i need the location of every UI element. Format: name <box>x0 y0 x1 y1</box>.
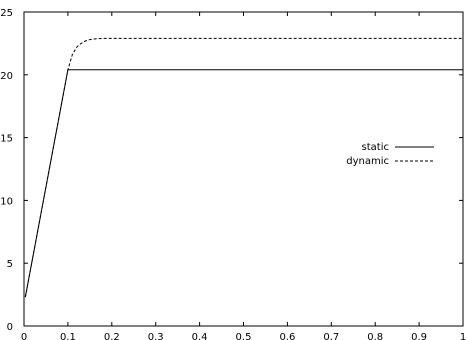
x-tick-label: 0 <box>21 332 27 340</box>
x-tick-label: 0.9 <box>411 332 427 340</box>
x-tick-label: 0.1 <box>60 332 76 340</box>
y-tick-label: 0 <box>7 322 13 333</box>
legend-label-dynamic: dynamic <box>346 156 389 167</box>
legend-label-static: static <box>362 142 389 153</box>
y-tick-label: 20 <box>0 71 13 82</box>
x-tick-label: 0.8 <box>367 332 383 340</box>
x-tick-label: 0.3 <box>148 332 164 340</box>
y-tick-label: 5 <box>7 259 13 270</box>
series-group <box>24 37 463 298</box>
series-line-static <box>24 69 463 298</box>
x-tick-label: 0.2 <box>104 332 120 340</box>
x-tick-label: 0.6 <box>279 332 295 340</box>
x-tick-label: 0.7 <box>323 332 339 340</box>
y-tick-label: 10 <box>0 196 13 207</box>
series-line-dynamic <box>24 37 463 298</box>
x-tick-label: 0.5 <box>236 332 252 340</box>
plot-frame <box>23 11 464 327</box>
y-tick-label: 15 <box>0 134 13 145</box>
legend: static dynamic <box>346 142 434 167</box>
x-tick-label: 1 <box>460 332 466 340</box>
y-tick-label: 25 <box>0 8 13 19</box>
x-tick-label: 0.4 <box>192 332 208 340</box>
